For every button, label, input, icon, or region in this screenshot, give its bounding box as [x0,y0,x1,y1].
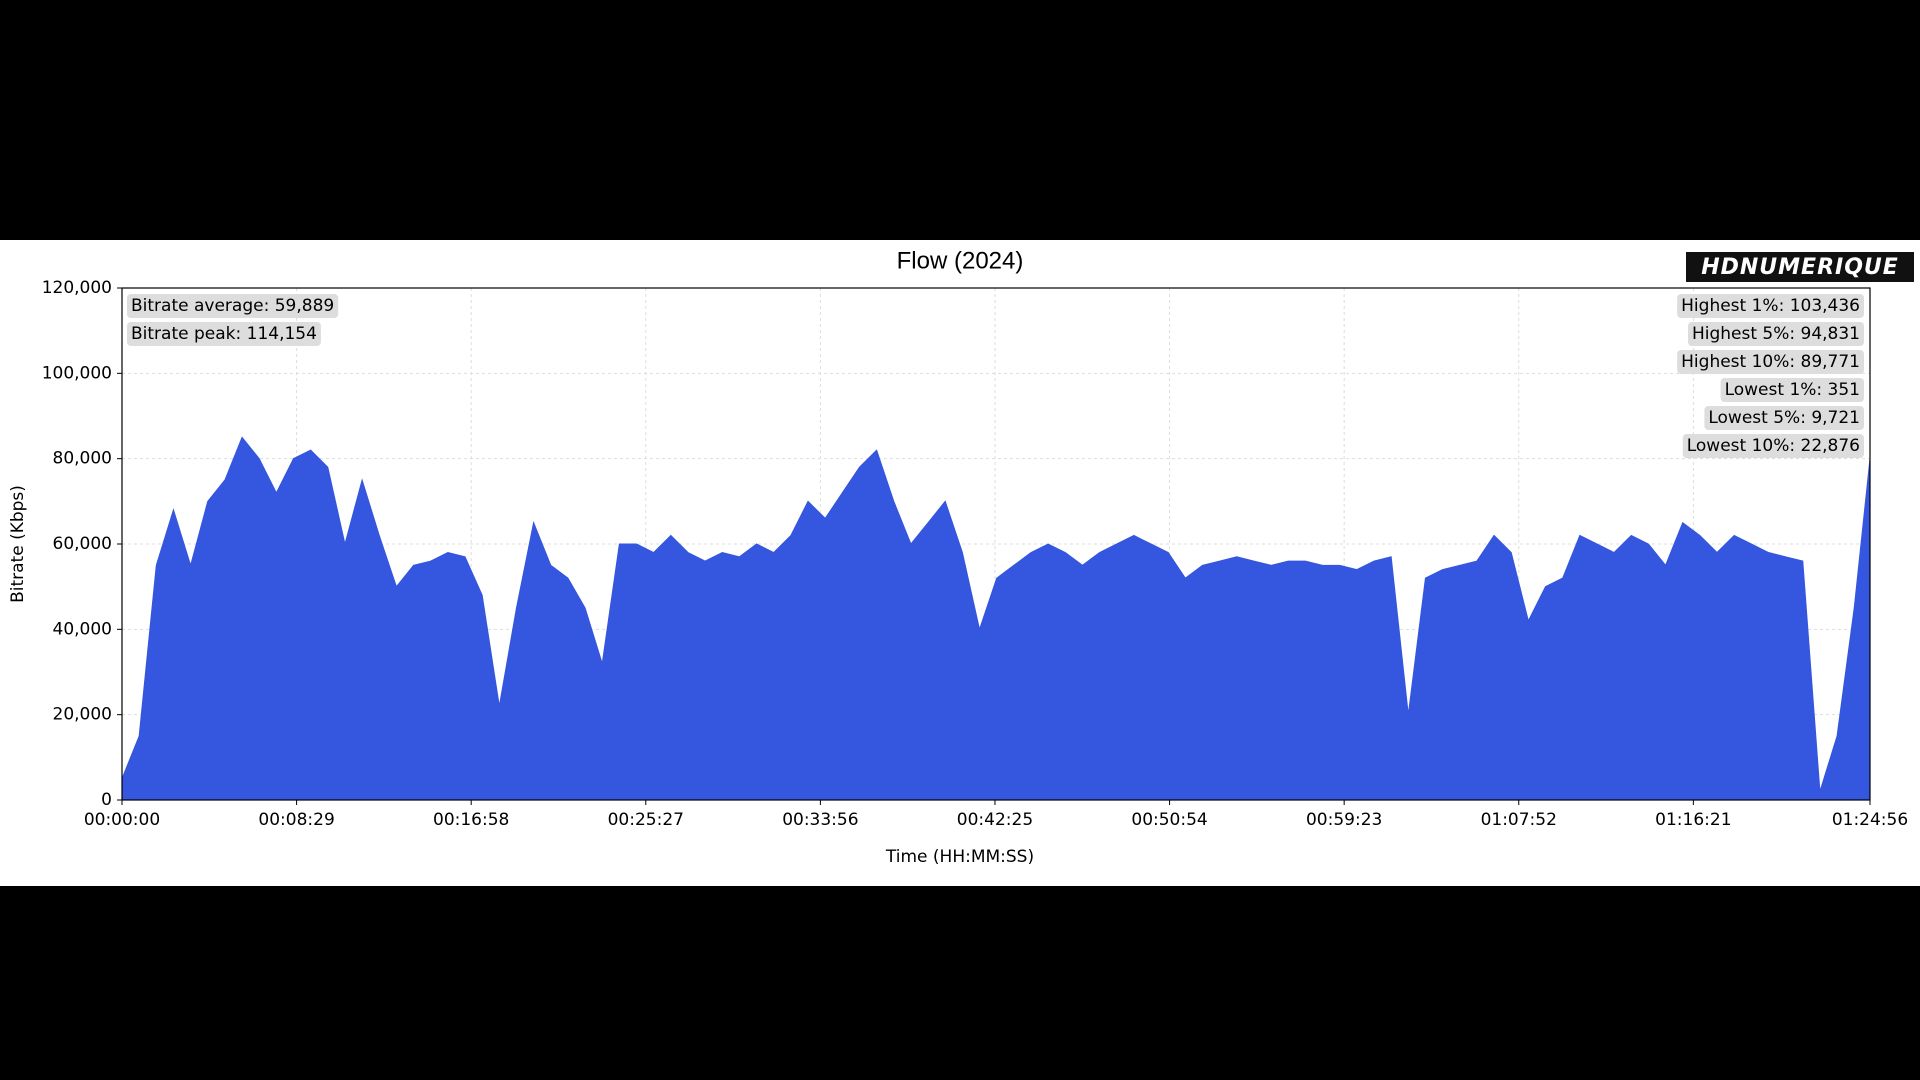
logo: HDNUMERIQUE [1701,255,1899,280]
x-tick-label: 01:07:52 [1481,810,1557,830]
x-tick-label: 00:42:25 [957,810,1033,830]
y-tick-label: 80,000 [53,449,112,469]
annotation-background [1677,350,1864,374]
annotation-background [1720,378,1864,402]
y-tick-label: 0 [101,790,112,810]
x-tick-label: 01:16:21 [1655,810,1731,830]
y-tick-label: 60,000 [53,534,112,554]
annotation: Lowest 5%: 9,721 [1708,408,1860,428]
x-tick-label: 00:50:54 [1131,810,1207,830]
annotation: Bitrate average: 59,889 [131,296,334,316]
annotation-background [127,322,321,346]
x-tick-label: 00:08:29 [258,810,334,830]
y-tick-label: 100,000 [42,363,112,383]
x-tick-label: 00:25:27 [608,810,684,830]
annotation-background [127,294,339,318]
annotation: Highest 10%: 89,771 [1681,352,1860,372]
y-tick-label: 20,000 [53,705,112,725]
annotation: Highest 5%: 94,831 [1692,324,1860,344]
y-tick-label: 120,000 [42,278,112,298]
y-tick-label: 40,000 [53,619,112,639]
y-axis-label: Bitrate (Kbps) [8,485,28,603]
x-tick-label: 01:24:56 [1832,810,1908,830]
x-axis-label: Time (HH:MM:SS) [885,847,1034,867]
logo-background [1686,252,1914,282]
annotation-background [1682,434,1864,458]
annotation: Highest 1%: 103,436 [1681,296,1860,316]
x-tick-label: 00:59:23 [1306,810,1382,830]
x-tick-label: 00:00:00 [84,810,160,830]
annotation: Bitrate peak: 114,154 [131,324,317,344]
annotation: Lowest 1%: 351 [1725,380,1860,400]
x-tick-label: 00:16:58 [433,810,509,830]
annotation: Lowest 10%: 22,876 [1687,436,1860,456]
annotation-background [1687,322,1864,346]
annotation-background [1677,294,1864,318]
plot-frame [121,287,1871,801]
x-tick-label: 00:33:56 [782,810,858,830]
annotation-background [1704,406,1864,430]
chart-title: Flow (2024) [897,247,1024,274]
area [121,436,1871,801]
